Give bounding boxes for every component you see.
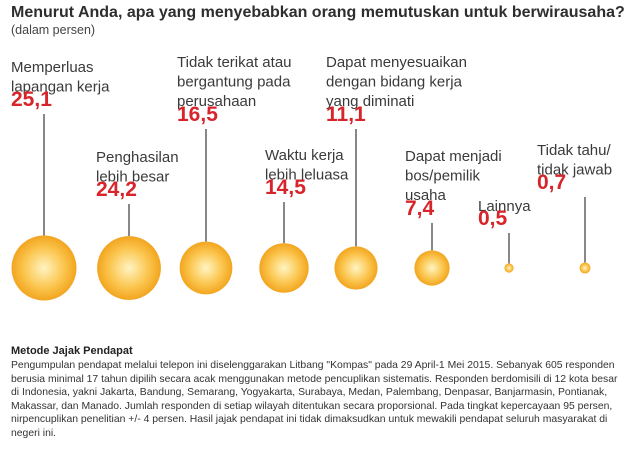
bubble-mark	[414, 250, 450, 286]
methodology-title: Metode Jajak Pendapat	[11, 345, 133, 357]
value-label: 11,1	[326, 103, 366, 126]
bubble-mark	[504, 263, 514, 273]
bubble-mark	[334, 246, 378, 290]
value-label: 25,1	[11, 88, 52, 111]
value-label: 24,2	[96, 178, 137, 201]
chart-subtitle: (dalam persen)	[11, 23, 96, 37]
category-label: Memperluas lapangan kerja	[11, 59, 110, 96]
bubble-mark	[259, 243, 309, 293]
bubble-mark	[579, 262, 591, 274]
category-label: Waktu kerja lebih leluasa	[265, 147, 349, 184]
bubble-mark	[97, 236, 161, 300]
value-label: 0,5	[478, 207, 508, 230]
value-label: 0,7	[537, 171, 566, 194]
bubble-mark	[179, 241, 233, 295]
methodology-text: Pengumpulan pendapat melalui telepon ini…	[11, 360, 618, 439]
value-label: 16,5	[177, 103, 218, 126]
category-label: Lainnya	[478, 198, 531, 215]
category-label: Dapat menyesuaikan dengan bidang kerja yan…	[326, 54, 467, 110]
chart-title: Menurut Anda, apa yang menyebabkan orang…	[11, 4, 625, 21]
category-label: Penghasilan lebih besar	[96, 149, 179, 186]
value-label: 14,5	[265, 176, 306, 199]
value-label: 7,4	[405, 197, 435, 220]
bubble-mark	[11, 235, 77, 301]
category-label: Tidak tahu/tidak jawab	[537, 142, 612, 179]
category-label: Tidak terikat atau bergantung pada perusah…	[177, 54, 292, 110]
category-label: Dapat menjadi bos/pemilik usaha	[405, 148, 502, 204]
